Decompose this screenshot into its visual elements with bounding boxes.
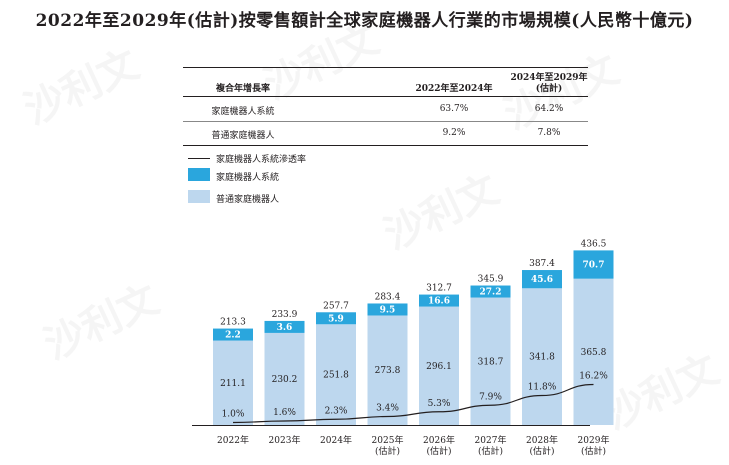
chart-title: 2022年至2029年(估計)按零售額計全球家庭機器人行業的市場規模(人民幣十億… [35,11,694,31]
x-tick-label: 2026年 [423,434,455,446]
cagr-header-col2-note: (估計) [535,84,563,94]
data-label-total: 436.5 [581,239,607,249]
line-data-label: 5.3% [428,399,451,409]
bar-system [264,320,305,333]
data-label-regular: 341.8 [529,353,555,363]
data-label-total: 257.7 [323,301,349,311]
data-label-regular: 296.1 [426,362,452,372]
cagr-table-bottom-rule [183,145,588,146]
data-label-system: 45.6 [531,275,553,285]
data-label-total: 345.9 [478,275,504,285]
cagr-header-col1: 2022年至2024年 [415,84,493,94]
x-tick-label: 2023年 [269,434,301,446]
bar-system [470,285,511,298]
data-label-total: 213.3 [220,318,246,328]
data-label-regular: 365.8 [581,348,607,358]
legend-regular-label: 普通家庭機器人 [216,195,280,205]
bar-regular [367,315,408,425]
bar-system [213,328,253,341]
bar-system [522,270,562,289]
line-data-label: 1.0% [222,410,245,420]
bar-system [419,294,459,307]
x-tick-note: (估計) [426,445,451,457]
legend-system-swatch [188,168,210,181]
cagr-row-value: 64.2% [534,104,564,114]
cagr-row-value: 9.2% [442,128,466,138]
x-tick-note: (估計) [529,445,554,457]
x-tick-label: 2028年 [526,434,558,446]
cagr-row-value: 7.8% [537,128,561,138]
legend-line-swatch [188,158,210,159]
bar-regular [419,306,459,425]
line-data-label: 11.8% [528,383,557,393]
data-label-system: 3.6 [277,323,293,333]
line-data-label: 1.6% [273,408,296,418]
x-tick-note: (估計) [581,445,606,457]
bar-system [367,303,408,316]
bar-regular [522,288,562,425]
bar-system [316,312,356,325]
legend-system-label: 家庭機器人系統 [216,173,280,183]
data-label-total: 233.9 [272,310,298,320]
penetration-rate-line [232,383,594,424]
data-label-total: 312.7 [426,284,452,294]
data-label-regular: 230.2 [272,375,298,385]
bar-regular [213,340,253,425]
bar-regular [573,278,614,425]
legend-regular-swatch [188,190,210,203]
data-label-regular: 251.8 [323,371,349,381]
data-label-system: 9.5 [380,305,396,315]
data-label-system: 5.9 [328,314,344,324]
x-tick-label: 2025年 [372,434,404,446]
data-label-system: 70.7 [583,261,605,271]
x-tick-label: 2029年 [578,434,610,446]
x-tick-label: 2027年 [475,434,507,446]
cagr-row-label: 普通家庭機器人 [211,131,275,141]
bar-regular [264,332,305,425]
cagr-row-label: 家庭機器人系統 [211,107,275,117]
x-tick-label: 2022年 [217,434,249,446]
cagr-header-col2: 2024年至2029年 [510,73,588,83]
legend-line-label: 家庭機器人系統滲透率 [216,155,307,165]
line-data-label: 7.9% [479,392,502,402]
line-data-label: 16.2% [579,372,608,382]
bar-regular [316,324,356,425]
cagr-row-value: 63.7% [439,104,469,114]
data-label-total: 387.4 [529,259,555,269]
cagr-header-label: 複合年增長率 [215,84,270,94]
data-label-regular: 211.1 [220,379,246,389]
line-data-label: 2.3% [325,406,348,416]
bar-system [573,250,614,279]
cagr-table-top-rule [183,67,588,68]
line-data-label: 3.4% [376,404,399,414]
data-label-total: 283.4 [375,292,401,302]
data-label-system: 2.2 [225,331,241,341]
cagr-table-row-rule [183,121,588,122]
cagr-table-header-rule [183,96,588,97]
data-label-regular: 273.8 [375,366,401,376]
data-label-system: 16.6 [428,297,450,307]
data-label-regular: 318.7 [478,357,504,367]
x-tick-label: 2024年 [320,434,352,446]
x-tick-note: (估計) [375,445,400,457]
x-tick-note: (估計) [478,445,503,457]
data-label-system: 27.2 [480,288,502,298]
